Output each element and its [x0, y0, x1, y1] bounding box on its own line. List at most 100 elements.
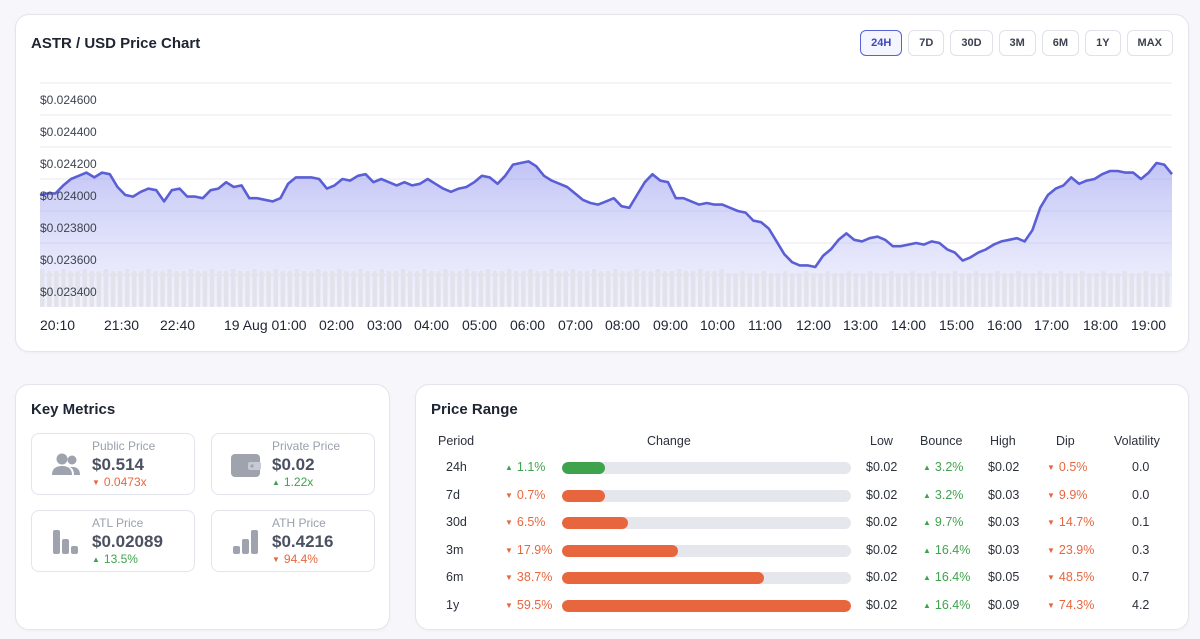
- volume-bar: [139, 271, 144, 307]
- volume-bar: [457, 271, 462, 307]
- change-cell: 0.7%: [505, 488, 546, 502]
- x-tick-label: 11:00: [748, 317, 782, 333]
- volume-bar: [889, 271, 894, 307]
- volatility-cell: 0.0: [1132, 487, 1150, 502]
- volume-bar: [634, 269, 639, 307]
- metric-value: $0.02089: [92, 532, 163, 551]
- volume-bar: [945, 273, 951, 307]
- volume-bar: [591, 269, 597, 307]
- volume-bar: [818, 273, 823, 307]
- volatility-cell: 0.7: [1132, 570, 1150, 585]
- volume-bar: [903, 273, 908, 307]
- y-tick-label: $0.024200: [40, 157, 97, 171]
- timeframe-1y-button[interactable]: 1Y: [1085, 30, 1121, 56]
- volume-bar: [514, 271, 519, 307]
- volume-bar: [924, 273, 929, 307]
- price-chart[interactable]: $0.023400 $0.023600 $0.023800 $0.024000 $0.0…: [16, 15, 1190, 353]
- volume-bar: [860, 273, 866, 307]
- volume-bar: [1051, 273, 1057, 307]
- volume-bar: [648, 271, 653, 307]
- x-tick-label: 15:00: [939, 317, 974, 333]
- price-range-row: 1y 59.5% $0.02 16.4% $0.09 74.3% 4.2: [416, 593, 1190, 620]
- timeframe-6m-button[interactable]: 6M: [1041, 30, 1080, 56]
- metric-value: $0.02: [272, 455, 315, 474]
- volume-bar: [1030, 273, 1035, 307]
- high-cell: $0.03: [988, 542, 1020, 557]
- volume-bar: [662, 271, 668, 307]
- x-tick-label: 10:00: [700, 317, 735, 333]
- timeframe-selector: 24H 7D 30D 3M 6M 1Y MAX: [860, 30, 1173, 56]
- price-range-row: 24h 1.1% $0.02 3.2% $0.02 0.5% 0.0: [416, 455, 1190, 482]
- header-volatility: Volatility: [1114, 434, 1160, 448]
- price-range-row: 3m 17.9% $0.02 16.4% $0.03 23.9% 0.3: [416, 538, 1190, 565]
- change-bar-fill: [562, 572, 765, 585]
- x-tick-label: 05:00: [462, 317, 497, 333]
- volume-bar: [910, 271, 915, 307]
- x-tick-label: 09:00: [653, 317, 688, 333]
- volume-bar: [627, 271, 632, 307]
- metric-label: ATH Price: [272, 516, 326, 530]
- volume-bar: [315, 269, 321, 307]
- timeframe-max-button[interactable]: MAX: [1126, 30, 1173, 56]
- volume-bar: [1115, 273, 1120, 307]
- volume-bar: [570, 269, 576, 307]
- volume-bar: [379, 269, 385, 307]
- volume-bar: [1150, 273, 1156, 307]
- price-range-row: 30d 6.5% $0.02 9.7% $0.03 14.7% 0.1: [416, 510, 1190, 537]
- volume-bar: [874, 273, 880, 307]
- volume-bar: [485, 269, 491, 307]
- volume-bar: [294, 269, 300, 307]
- volume-bar: [556, 271, 561, 307]
- bar-chart-up-icon: [233, 530, 258, 554]
- period-cell: 7d: [446, 487, 460, 502]
- timeframe-24h-button[interactable]: 24H: [860, 30, 903, 56]
- volume-bar: [61, 269, 66, 307]
- volume-bar: [775, 273, 781, 307]
- timeframe-30d-button[interactable]: 30D: [950, 30, 993, 56]
- x-tick-label: 08:00: [605, 317, 640, 333]
- header-high: High: [990, 434, 1016, 448]
- volume-bar: [1009, 273, 1014, 307]
- metric-value: $0.4216: [272, 532, 334, 551]
- high-cell: $0.09: [988, 598, 1020, 612]
- volume-bar: [740, 271, 745, 307]
- volume-bar: [641, 271, 646, 307]
- volume-bar: [797, 273, 802, 307]
- volume-bar: [450, 271, 455, 307]
- change-bar: [562, 517, 851, 530]
- volume-bar: [811, 273, 816, 307]
- change-bar: [562, 600, 851, 612]
- metric-atl-price: ATL Price $0.02089 13.5%: [31, 510, 195, 572]
- dip-cell: 14.7%: [1047, 515, 1094, 529]
- volume-bar: [89, 271, 94, 307]
- volume-bar: [1094, 273, 1099, 307]
- change-bar: [562, 544, 851, 557]
- volume-bar: [471, 271, 477, 307]
- x-tick-label: 13:00: [843, 317, 878, 333]
- volume-bar: [683, 271, 689, 307]
- period-cell: 30d: [446, 515, 467, 530]
- x-tick-label: 02:00: [319, 317, 354, 333]
- volume-bar: [464, 269, 469, 307]
- volume-bar: [719, 269, 724, 307]
- y-tick-label: $0.024600: [40, 93, 97, 107]
- volume-bar: [372, 271, 377, 307]
- high-cell: $0.03: [988, 487, 1020, 502]
- timeframe-3m-button[interactable]: 3M: [998, 30, 1036, 56]
- volume-bar: [1164, 271, 1170, 307]
- x-tick-label: 03:00: [367, 317, 402, 333]
- metric-label: ATL Price: [92, 516, 144, 530]
- volume-bar: [386, 271, 392, 307]
- key-metrics-title: Key Metrics: [31, 401, 116, 418]
- timeframe-7d-button[interactable]: 7D: [908, 30, 945, 56]
- volume-bar: [96, 271, 102, 307]
- change-bar-fill: [562, 489, 606, 502]
- volume-bar: [1087, 273, 1092, 307]
- volume-bar: [252, 269, 257, 307]
- volatility-cell: 4.2: [1132, 598, 1150, 612]
- volume-bar: [917, 273, 922, 307]
- volume-bar: [82, 269, 87, 307]
- volume-bar: [846, 271, 851, 307]
- volatility-cell: 0.0: [1132, 460, 1150, 474]
- volume-bar: [754, 273, 760, 307]
